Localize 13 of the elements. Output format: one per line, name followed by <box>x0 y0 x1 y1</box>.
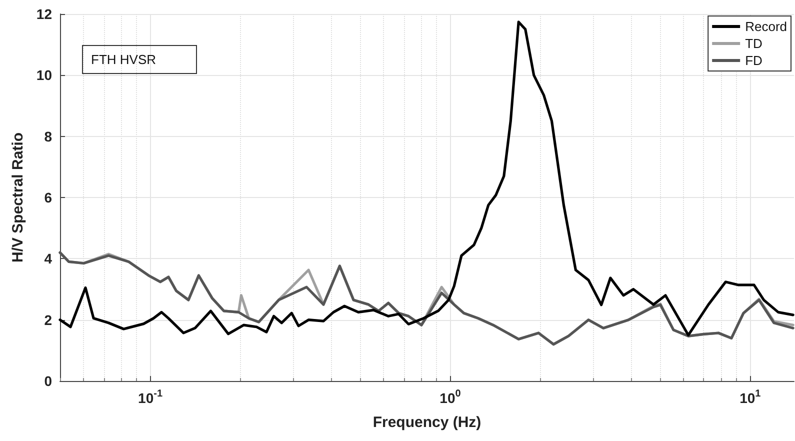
y-tick-label: 4 <box>44 250 52 267</box>
y-tick-label: 10 <box>36 67 52 84</box>
y-tick-label: 2 <box>44 312 52 328</box>
legend-label: Record <box>745 19 788 34</box>
annotation: FTH HVSR <box>82 45 197 74</box>
x-axis-title: Frequency (Hz) <box>372 414 482 431</box>
y-tick-label: 12 <box>36 6 52 22</box>
y-axis-title: H/V Spectral Ratio <box>10 132 27 263</box>
legend-label: FD <box>745 53 762 68</box>
legend-label: TD <box>745 36 762 51</box>
y-tick-label: 8 <box>44 128 52 144</box>
y-tick-label: 6 <box>44 190 52 206</box>
y-tick-label: 0 <box>44 373 52 389</box>
